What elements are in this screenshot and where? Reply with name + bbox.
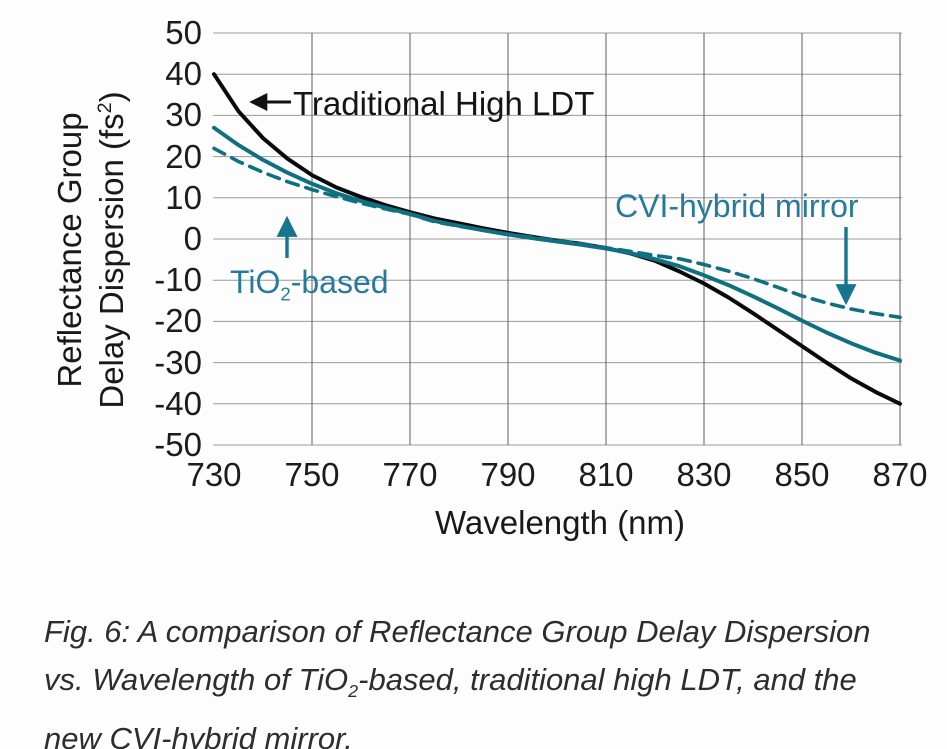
- y-tick-label: 10: [165, 178, 202, 216]
- curve-tio2-based: [212, 125, 902, 363]
- y-tick-label: -50: [154, 426, 202, 463]
- y-tick-label: 20: [165, 137, 202, 175]
- x-tick-label: 730: [186, 456, 242, 493]
- x-tick-label: 770: [382, 456, 438, 493]
- y-axis-title-line2-text: Delay Dispersion (fs: [93, 113, 130, 409]
- x-axis-title: Wavelength (nm): [434, 504, 686, 541]
- caption-line2-text: vs. Wavelength of TiO: [44, 662, 349, 697]
- caption-line2-suffix: -based, traditional high LDT, and the: [358, 662, 857, 697]
- x-tick-label: 810: [578, 456, 634, 493]
- cvi-curve-label: CVI-hybrid mirror: [615, 188, 859, 224]
- tio2-label-text: TiO: [230, 264, 281, 300]
- caption-line2: vs. Wavelength of TiO2-based, traditiona…: [44, 656, 924, 715]
- curve-cvi-hybrid-mirror: [212, 146, 902, 320]
- y-tick-label: -40: [154, 384, 202, 422]
- x-tick-label: 870: [872, 456, 928, 493]
- y-tick-label: 50: [165, 14, 202, 51]
- tio2-curve-label: TiO2-based: [230, 264, 389, 305]
- caption-line2-subscript: 2: [348, 681, 359, 702]
- curves: [212, 72, 902, 406]
- y-tick-label: 40: [165, 55, 202, 93]
- y-axis-title-superscript: 2: [94, 102, 116, 114]
- figure-caption: Fig. 6: A comparison of Reflectance Grou…: [44, 608, 924, 749]
- y-tick-label: 30: [165, 96, 202, 134]
- traditional-curve-label: Traditional High LDT: [293, 85, 595, 122]
- y-tick-label: -10: [154, 261, 202, 299]
- y-axis-title-line2: Delay Dispersion (fs2): [93, 91, 131, 408]
- caption-line1: Fig. 6: A comparison of Reflectance Grou…: [44, 614, 871, 649]
- x-tick-label: 750: [284, 456, 340, 493]
- y-axis-title-line2-close: ): [93, 91, 130, 103]
- x-tick-label: 830: [676, 456, 732, 493]
- x-tick-label: 790: [480, 456, 536, 493]
- y-tick-label: 0: [183, 220, 202, 257]
- y-tick-label: -30: [154, 343, 202, 381]
- chart-plot-area: [212, 32, 902, 446]
- x-tick-label: 850: [774, 456, 830, 493]
- y-tick-label: -20: [154, 302, 202, 340]
- caption-line3: new CVI-hybrid mirror.: [44, 721, 353, 749]
- tio2-label-subscript: 2: [280, 283, 291, 305]
- tio2-label-suffix: -based: [290, 264, 389, 300]
- y-axis-title-line1: Reflectance Group: [51, 112, 88, 388]
